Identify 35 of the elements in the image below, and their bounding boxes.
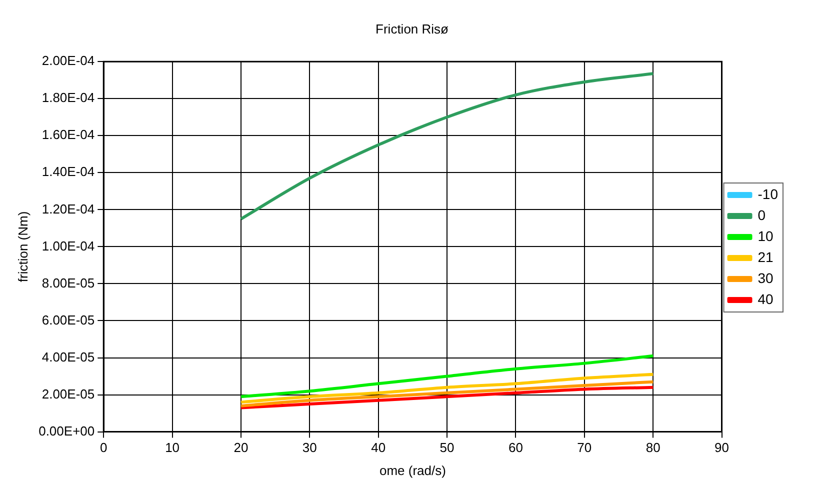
x-tick-label: 30 [302, 440, 317, 456]
x-axis-title: ome (rad/s) [379, 462, 446, 478]
legend-label: -10 [758, 186, 778, 202]
y-tick-label: 1.80E-04 [42, 90, 95, 106]
y-tick-label: 1.20E-04 [42, 201, 95, 216]
y-tick-label: 1.60E-04 [42, 127, 95, 142]
y-tick-label: 4.00E-05 [42, 349, 95, 364]
line-series [239, 386, 655, 410]
y-tick-label: 6.00E-05 [42, 312, 95, 328]
legend-label: 10 [758, 228, 774, 244]
line-series [239, 354, 655, 398]
x-tick-label: 90 [714, 440, 729, 456]
y-tick-label: 1.40E-04 [42, 164, 95, 180]
legend-label: 40 [758, 290, 774, 307]
x-tick-label: 10 [165, 440, 180, 456]
y-axis-title: friction (Nm) [15, 211, 30, 282]
x-tick-label: 50 [440, 440, 454, 456]
y-tick-label: 2.00E-04 [42, 53, 95, 68]
legend-label: 0 [758, 206, 766, 223]
x-tick-label: 70 [577, 440, 592, 456]
legend-label: 30 [758, 270, 774, 286]
legend-label: 21 [758, 248, 774, 265]
x-tick-label: 40 [371, 440, 386, 456]
chart-title: Friction Risø [376, 21, 449, 36]
y-tick-label: 0.00E+00 [38, 423, 95, 438]
y-tick-label: 2.00E-05 [42, 386, 95, 402]
y-tick-label: 8.00E-05 [42, 275, 95, 290]
x-tick-label: 20 [234, 440, 248, 456]
x-tick-label: 0 [100, 440, 108, 456]
line-series [239, 372, 655, 404]
x-tick-label: 80 [646, 440, 660, 456]
line-series [239, 72, 655, 220]
y-tick-label: 1.00E-04 [42, 238, 95, 254]
line-series [239, 380, 655, 408]
x-tick-label: 60 [508, 440, 523, 456]
